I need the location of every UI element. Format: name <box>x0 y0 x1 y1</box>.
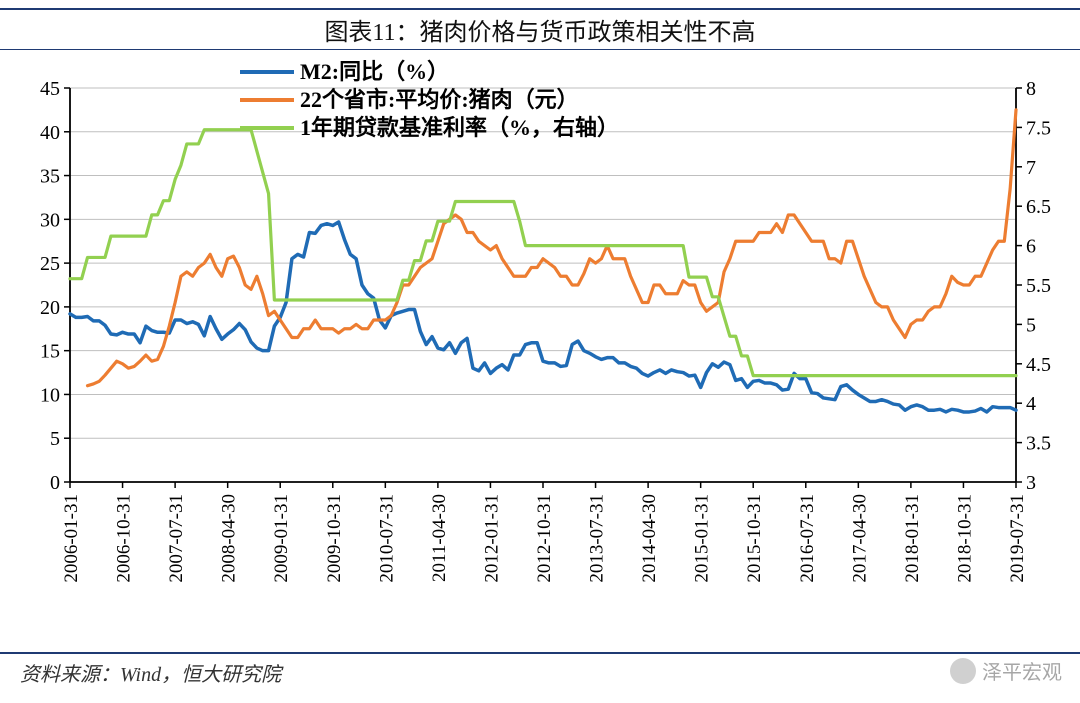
svg-text:6.5: 6.5 <box>1026 196 1051 218</box>
svg-text:2008-04-30: 2008-04-30 <box>219 494 240 583</box>
svg-text:2017-04-30: 2017-04-30 <box>849 494 870 583</box>
chart-svg: 0 5 10 15 20 25 30 35 40 45 3 3.5 4 4.5 5 5.5 6 6.5 7 7.5 8 2… <box>0 50 1080 648</box>
svg-text:3: 3 <box>1026 472 1036 494</box>
svg-text:5: 5 <box>1026 314 1036 336</box>
svg-text:22个省市:平均价:猪肉（元）: 22个省市:平均价:猪肉（元） <box>300 87 579 112</box>
svg-text:M2:同比（%）: M2:同比（%） <box>300 59 449 84</box>
svg-text:45: 45 <box>40 78 60 100</box>
svg-text:2012-01-31: 2012-01-31 <box>481 494 502 583</box>
svg-text:2018-10-31: 2018-10-31 <box>954 494 975 583</box>
chart-title: 图表11：猪肉价格与货币政策相关性不高 <box>0 8 1080 50</box>
chart-area: 0 5 10 15 20 25 30 35 40 45 3 3.5 4 4.5 5 5.5 6 6.5 7 7.5 8 2… <box>0 50 1080 648</box>
svg-text:2016-07-31: 2016-07-31 <box>797 494 818 583</box>
svg-text:0: 0 <box>50 472 60 494</box>
svg-text:35: 35 <box>40 166 60 188</box>
chart-container: 图表11：猪肉价格与货币政策相关性不高 05101520253035404533… <box>0 0 1080 703</box>
svg-text:30: 30 <box>40 209 60 231</box>
svg-text:5: 5 <box>50 428 60 450</box>
svg-text:2015-10-31: 2015-10-31 <box>744 494 765 583</box>
svg-text:2013-07-31: 2013-07-31 <box>587 494 608 583</box>
svg-text:2009-01-31: 2009-01-31 <box>271 494 292 583</box>
svg-text:2006-01-31: 2006-01-31 <box>61 494 82 583</box>
watermark: 泽平宏观 <box>950 656 1062 685</box>
svg-text:1年期贷款基准利率（%，右轴）: 1年期贷款基准利率（%，右轴） <box>300 115 619 140</box>
svg-text:10: 10 <box>40 384 60 406</box>
svg-text:2018-01-31: 2018-01-31 <box>902 494 923 583</box>
svg-text:7: 7 <box>1026 157 1036 179</box>
svg-text:15: 15 <box>40 341 60 363</box>
svg-text:4: 4 <box>1026 393 1036 415</box>
svg-text:2006-10-31: 2006-10-31 <box>114 494 135 583</box>
source-footer: 资料来源：Wind，恒大研究院 <box>0 652 1080 687</box>
svg-text:3.5: 3.5 <box>1026 433 1051 455</box>
watermark-icon <box>950 658 976 684</box>
svg-text:4.5: 4.5 <box>1026 354 1051 376</box>
svg-text:2015-01-31: 2015-01-31 <box>692 494 713 583</box>
svg-text:2014-04-30: 2014-04-30 <box>639 494 660 583</box>
svg-text:6: 6 <box>1026 236 1036 258</box>
svg-text:25: 25 <box>40 253 60 275</box>
svg-text:5.5: 5.5 <box>1026 275 1051 297</box>
svg-text:8: 8 <box>1026 78 1036 100</box>
svg-text:2009-10-31: 2009-10-31 <box>324 494 345 583</box>
svg-text:2011-04-30: 2011-04-30 <box>429 494 450 582</box>
svg-text:2010-07-31: 2010-07-31 <box>376 494 397 583</box>
svg-text:2007-07-31: 2007-07-31 <box>166 494 187 583</box>
svg-text:2019-07-31: 2019-07-31 <box>1007 494 1028 583</box>
svg-text:40: 40 <box>40 122 60 144</box>
svg-text:7.5: 7.5 <box>1026 117 1051 139</box>
svg-text:20: 20 <box>40 297 60 319</box>
svg-text:2012-10-31: 2012-10-31 <box>534 494 555 583</box>
watermark-text: 泽平宏观 <box>982 656 1062 685</box>
